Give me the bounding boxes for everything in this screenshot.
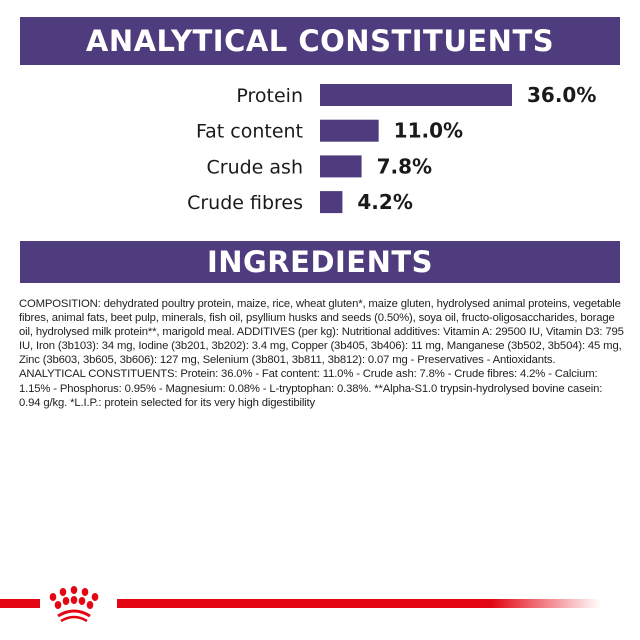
bar-crude-ash	[320, 155, 362, 178]
bar-fat-content	[320, 119, 379, 142]
analytical-constituents-header: ANALYTICAL CONSTITUENTS	[20, 17, 620, 65]
category-label: Fat content	[196, 121, 303, 143]
value-label: 4.2%	[357, 190, 412, 214]
category-label: Crude ash	[207, 156, 304, 178]
value-label: 7.8%	[377, 154, 432, 178]
footer-brand-line	[0, 599, 601, 608]
ingredients-header: INGREDIENTS	[20, 241, 620, 283]
value-label: 36.0%	[527, 83, 596, 107]
category-label: Protein	[236, 85, 303, 107]
composition-text: COMPOSITION: dehydrated poultry protein,…	[19, 298, 624, 409]
value-label: 11.0%	[394, 119, 463, 143]
constituents-bar-chart: Protein 36.0% Fat content 11.0% Crude ash 7.8…	[187, 83, 596, 214]
royal-canin-crown-logo	[49, 586, 99, 623]
category-label: Crude fibres	[187, 192, 303, 214]
bar-crude-fibres	[320, 191, 343, 214]
bar-protein	[320, 84, 512, 106]
